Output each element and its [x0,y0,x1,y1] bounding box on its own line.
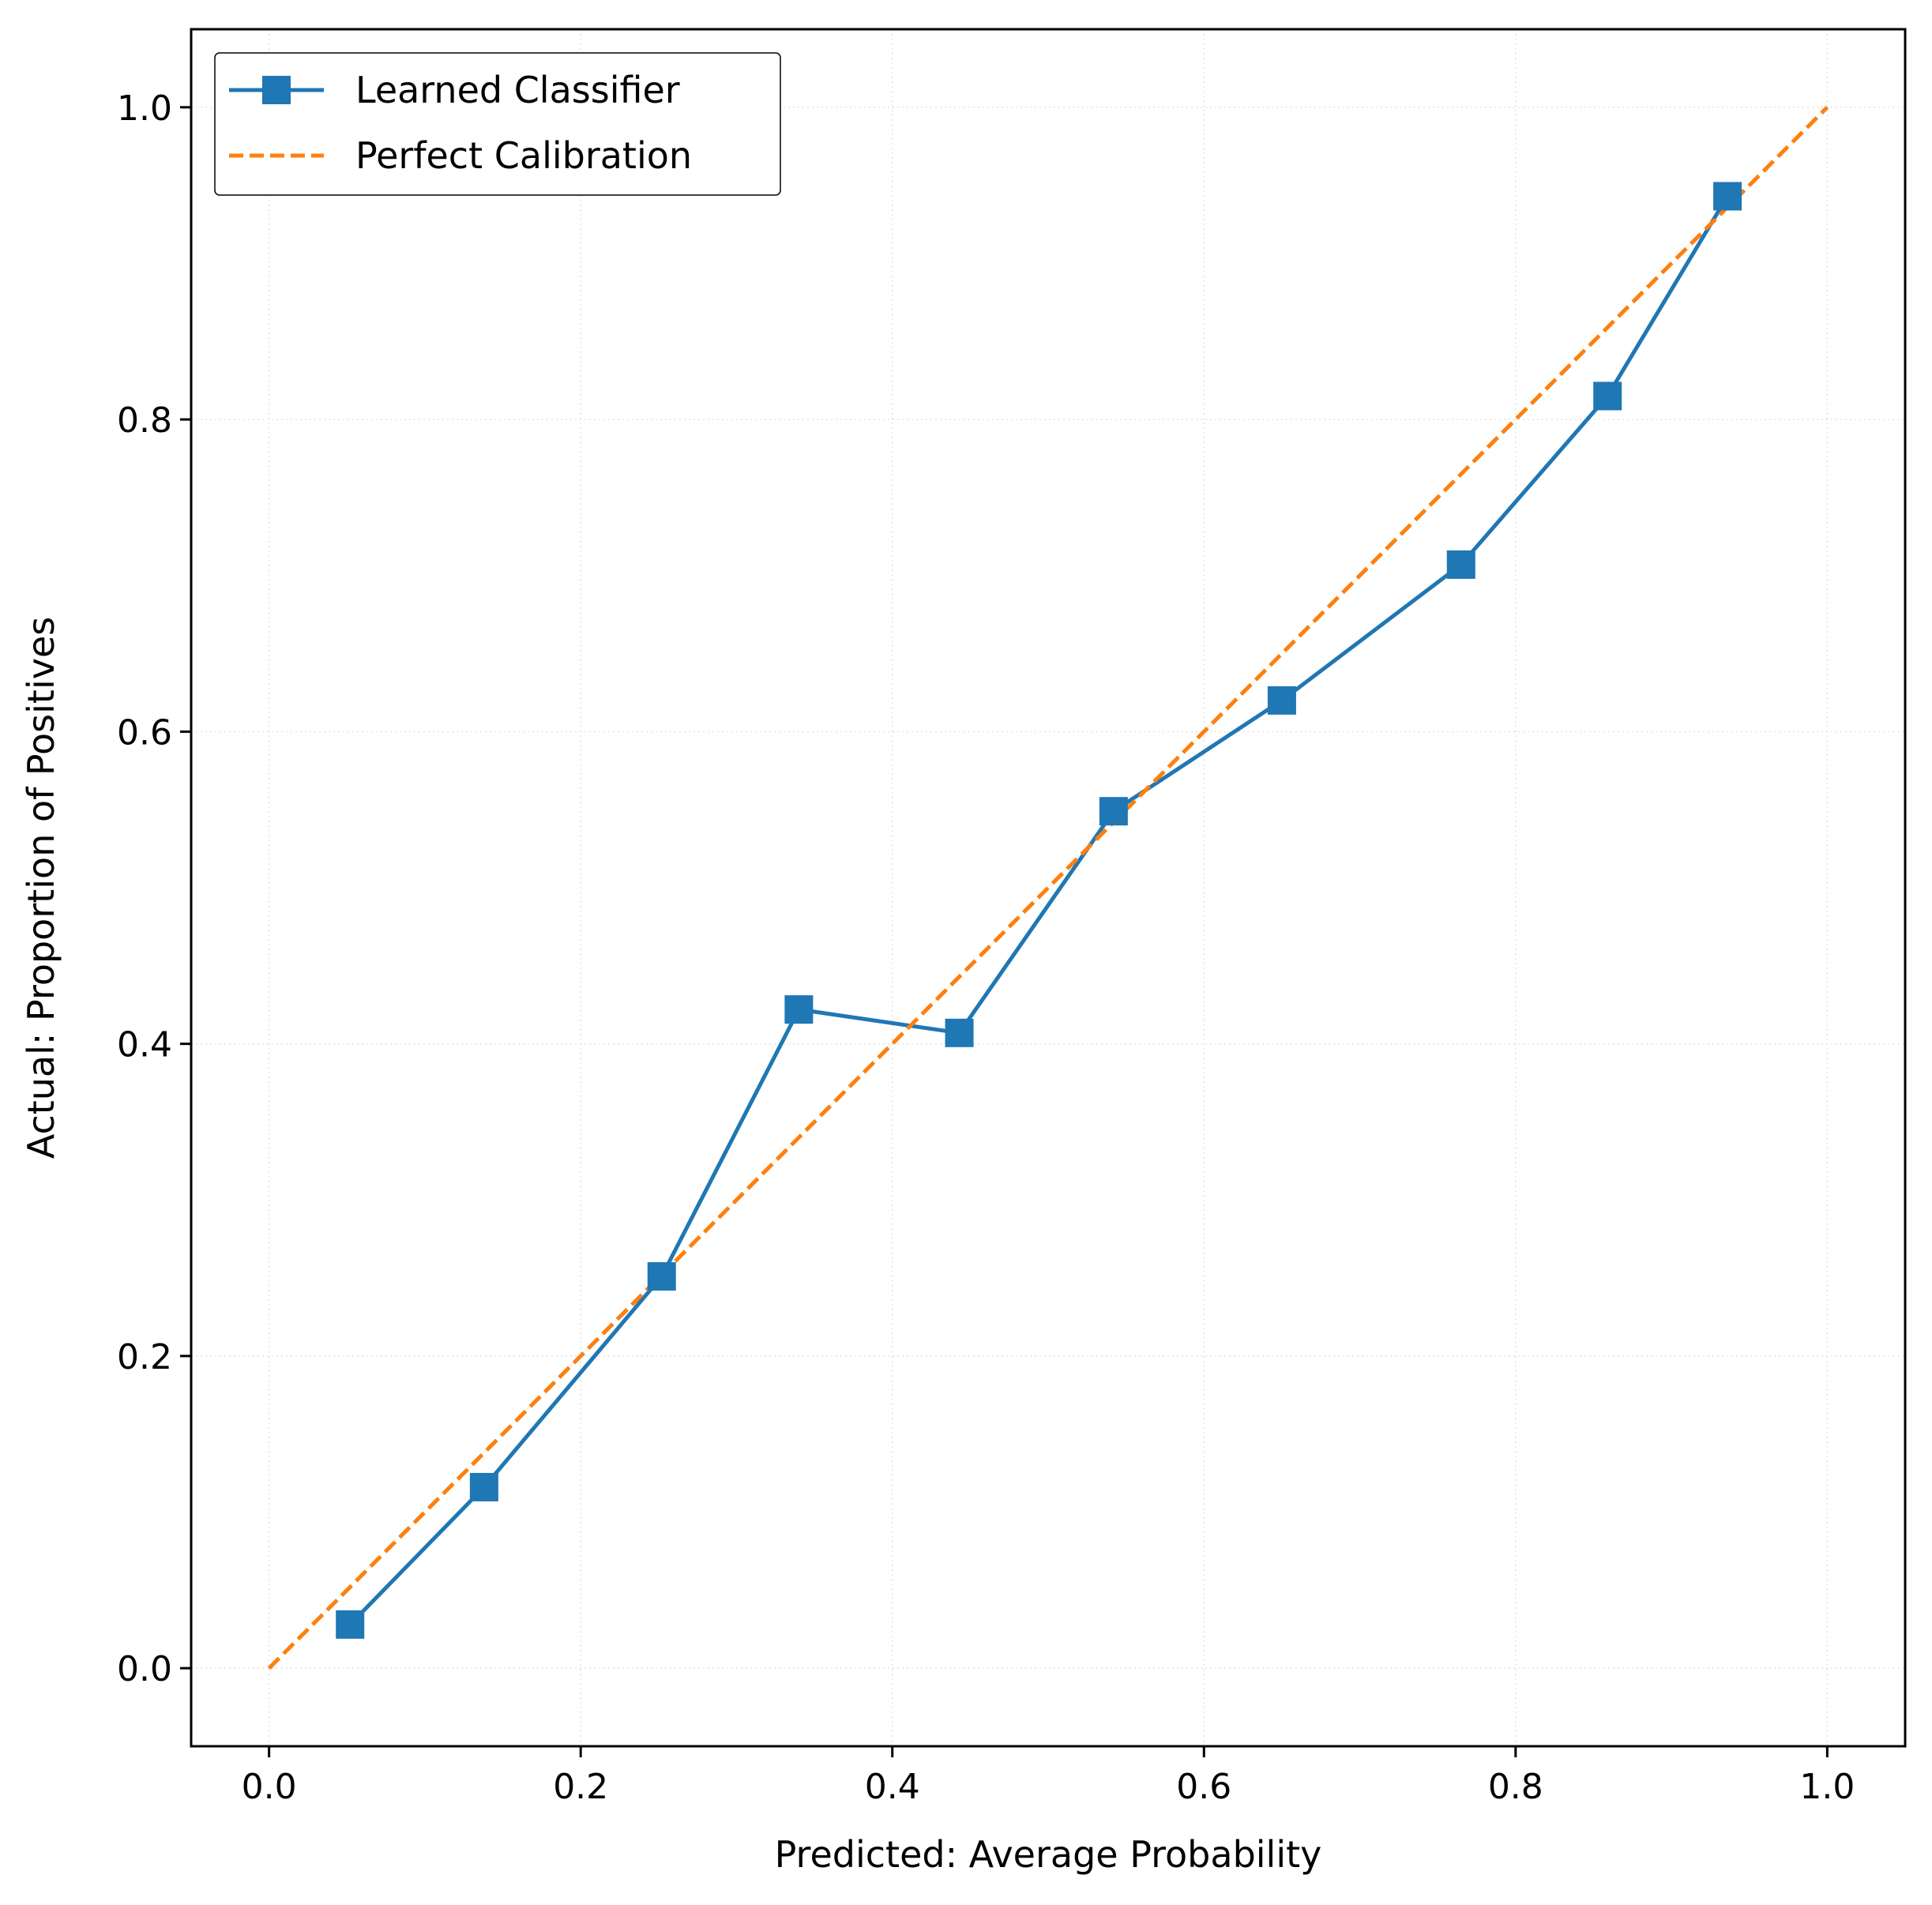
data-point-marker [1267,686,1296,715]
y-tick-label: 0.8 [117,400,172,441]
y-tick-label: 0.6 [117,712,172,753]
y-tick-label: 0.0 [117,1649,172,1689]
data-point-marker [784,995,814,1024]
axis-ticks: 0.0 0.2 0.4 0.6 0.8 1.0 0.0 0.2 0.4 0.6 0.8 1.0 [117,88,1855,1807]
x-tick-label: 0.4 [865,1767,920,1807]
series-line-perfect-calibration [267,106,1829,1670]
x-tick-label: 0.2 [553,1767,608,1807]
data-point-marker [1593,381,1622,411]
y-tick-label: 0.2 [117,1337,172,1377]
y-tick-label: 1.0 [117,88,172,129]
data-point-marker [1099,797,1128,826]
legend-marker-learned-classifier [262,76,291,104]
series-line-learned-classifier [348,195,1730,1626]
data-point-marker [469,1472,498,1501]
series-layer [267,106,1829,1670]
y-tick-label: 0.4 [117,1025,172,1065]
x-tick-label: 0.6 [1176,1767,1231,1807]
x-tick-label: 0.8 [1488,1767,1543,1807]
legend: Learned Classifier Perfect Calibration [214,52,781,196]
y-axis-label: Actual: Proportion of Positives [20,617,62,1159]
x-tick-label: 1.0 [1799,1767,1855,1807]
x-axis-label: Predicted: Average Probability [775,1833,1322,1876]
legend-label-perfect-calibration: Perfect Calibration [355,134,692,177]
data-point-marker [336,1610,365,1639]
data-point-marker [647,1262,676,1291]
data-point-marker [945,1018,974,1047]
data-point-marker [1446,550,1475,579]
legend-box [214,52,781,196]
x-tick-label: 0.0 [242,1767,297,1807]
plot-frame [190,28,1907,1748]
data-point-marker [1713,182,1742,211]
legend-label-learned-classifier: Learned Classifier [355,69,680,111]
